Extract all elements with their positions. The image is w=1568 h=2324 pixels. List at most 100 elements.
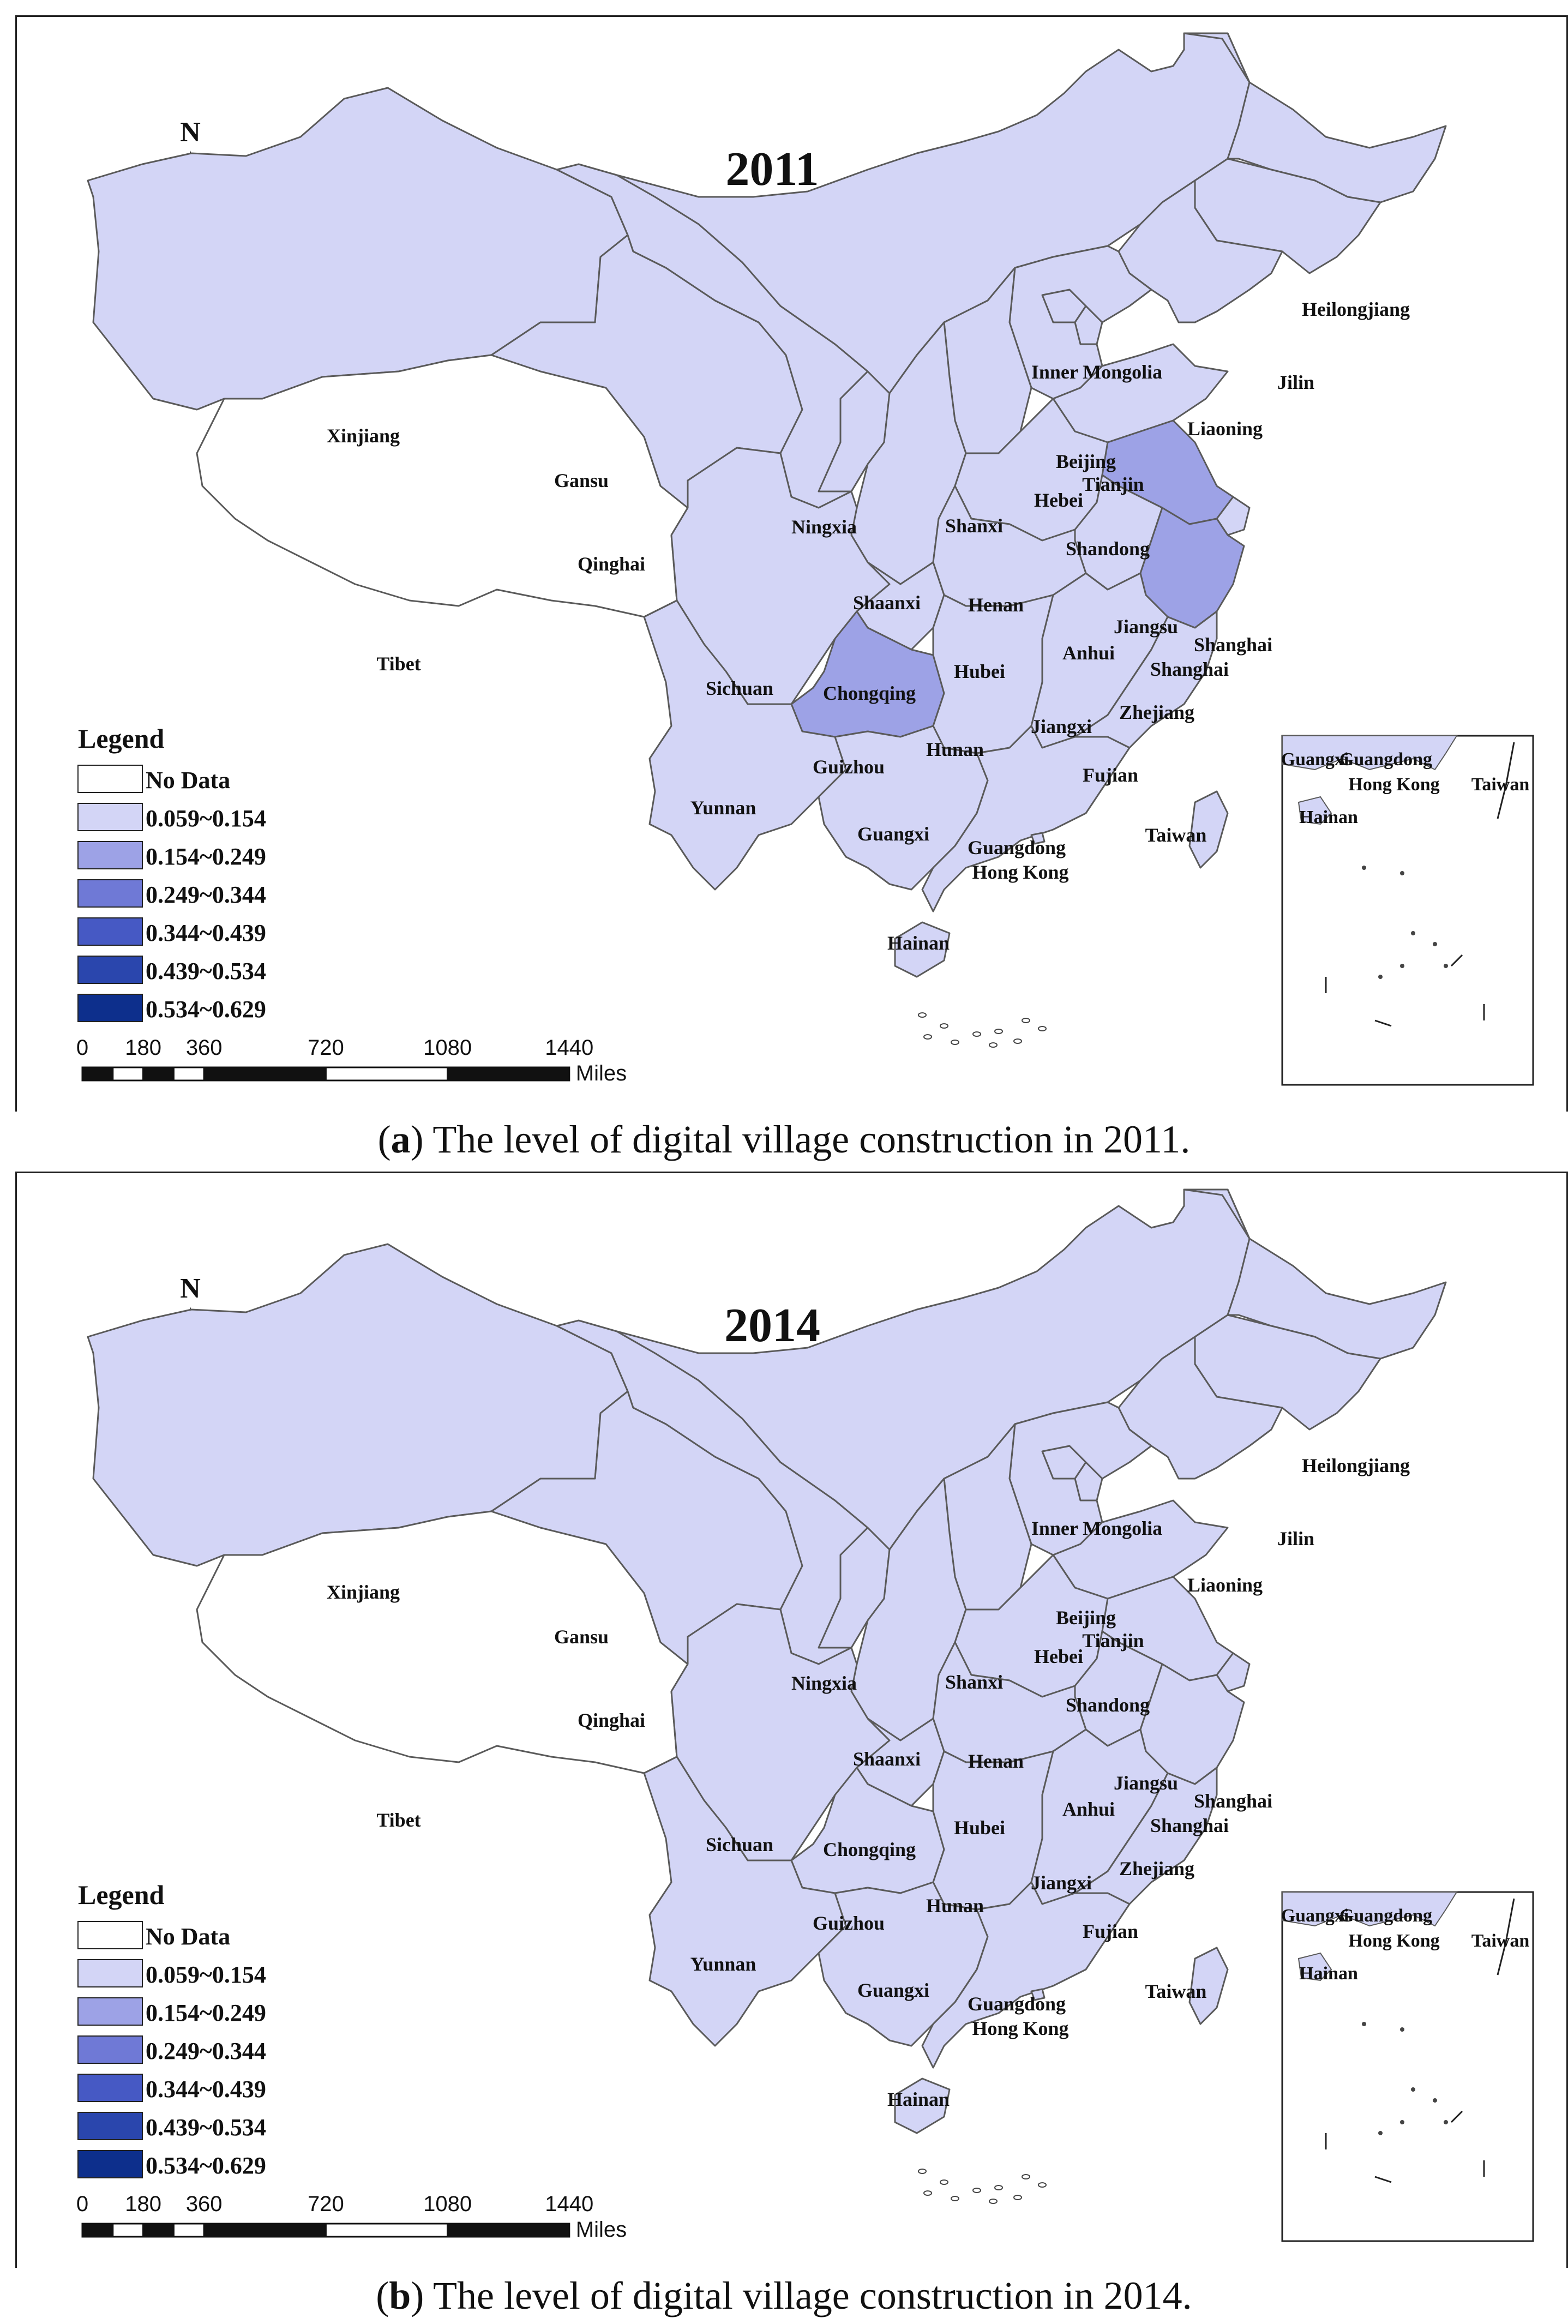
scale-segment xyxy=(203,2223,327,2238)
label-fujian: Fujian xyxy=(1083,764,1138,786)
label-xinjiang: Xinjiang xyxy=(327,1581,400,1603)
island-shape xyxy=(989,1042,998,1048)
scale-tick-label: 180 xyxy=(125,2192,161,2216)
scale-tick-label: 0 xyxy=(76,2192,88,2216)
inset-label-taiwan: Taiwan xyxy=(1471,774,1530,795)
map-panel-2011: 2011 N Xinjiang Tibet Qinghai Gansu Ningxia Inn… xyxy=(15,15,1568,1112)
scale-segment xyxy=(325,2223,449,2238)
island-shape xyxy=(1022,1018,1030,1023)
scale-tick-label: 720 xyxy=(308,2192,344,2216)
inset-label-guangxi: Guangxi xyxy=(1281,1906,1349,1926)
legend-label: 0.249~0.344 xyxy=(146,2038,266,2064)
label-jiangxi: Jiangxi xyxy=(1031,716,1092,737)
north-label: N xyxy=(180,117,201,148)
caption-letter: b xyxy=(389,2274,411,2317)
label-guangxi: Guangxi xyxy=(857,823,929,845)
label-yunnan: Yunnan xyxy=(690,797,756,819)
island-shape xyxy=(918,1012,927,1018)
scale-segment xyxy=(447,1066,570,1082)
label-shanghai: Shanghai xyxy=(1150,658,1229,680)
legend-label: 0.059~0.154 xyxy=(146,1961,266,1988)
inset-label-hainan: Hainan xyxy=(1299,807,1358,827)
legend-label: 0.249~0.344 xyxy=(146,881,266,908)
label-ningxia: Ningxia xyxy=(791,516,857,538)
label-chongqing: Chongqing xyxy=(823,682,916,704)
scale-segment xyxy=(172,1066,205,1082)
province-hebei xyxy=(1008,1401,1152,1556)
label-gansu: Gansu xyxy=(554,470,609,491)
label-inner-mongolia: Inner Mongolia xyxy=(1031,1517,1162,1539)
label-shanghai: Shanghai xyxy=(1150,1815,1229,1836)
inset-label-guangxi: Guangxi xyxy=(1281,749,1349,770)
label-hong-kong: Hong Kong xyxy=(972,2017,1068,2039)
legend-swatch xyxy=(77,2150,143,2178)
caption-a: (a) The level of digital village constru… xyxy=(377,1118,1191,1161)
scale-segment xyxy=(142,1066,175,1082)
label-jiangxi: Jiangxi xyxy=(1031,1872,1092,1894)
scale-segment xyxy=(203,1066,327,1082)
label-tibet: Tibet xyxy=(376,653,420,675)
province-fujian xyxy=(1074,610,1218,749)
inset-label-hong-kong: Hong Kong xyxy=(1348,774,1439,795)
island-shape xyxy=(940,1023,948,1029)
island-shape xyxy=(918,2169,927,2174)
province-labels: Xinjiang Tibet Qinghai Gansu Ningxia Inner Mo… xyxy=(327,298,1410,954)
legend-label: 0.534~0.629 xyxy=(146,2152,266,2179)
inset-label-hong-kong: Hong Kong xyxy=(1348,1931,1439,1951)
label-fujian: Fujian xyxy=(1083,1920,1138,1942)
scale-segment xyxy=(112,2223,145,2238)
province-heilongjiang xyxy=(1183,32,1447,203)
island-shape xyxy=(1013,2195,1022,2200)
scale-tick-label: 1440 xyxy=(545,1036,593,1060)
provinces xyxy=(87,1188,1447,2204)
label-sichuan: Sichuan xyxy=(706,1834,773,1855)
scale-segment xyxy=(325,1066,449,1082)
inset-label-hainan: Hainan xyxy=(1299,1963,1358,1984)
island-shape xyxy=(1038,2182,1047,2188)
choropleth-map: 2011 N Xinjiang Tibet Qinghai Gansu Ningxia Inn… xyxy=(76,32,1534,1086)
label-jiangsu: Jiangsu xyxy=(1114,616,1178,638)
province-guangdong xyxy=(921,1881,1131,2069)
label-shanxi: Shanxi xyxy=(945,1671,1003,1693)
legend-swatch xyxy=(77,803,143,831)
label-shanxi: Shanxi xyxy=(945,515,1003,537)
province-hainan xyxy=(894,2077,951,2134)
province-hong-kong xyxy=(1030,832,1046,845)
scale-tick-label: 360 xyxy=(186,1036,223,1060)
province-hong-kong xyxy=(1030,1988,1046,2001)
legend-swatch xyxy=(77,1921,143,1949)
provinces xyxy=(87,32,1447,1048)
legend-swatch xyxy=(77,956,143,984)
province-fujian xyxy=(1074,1767,1218,1905)
legend-label: 0.439~0.534 xyxy=(146,2114,266,2141)
island-shape xyxy=(923,2190,932,2196)
label-guizhou: Guizhou xyxy=(813,756,885,778)
legend-swatch xyxy=(77,2035,143,2064)
label-guangxi: Guangxi xyxy=(857,1979,929,2001)
legend-title: Legend xyxy=(78,1879,165,1910)
label-qinghai: Qinghai xyxy=(578,1709,645,1731)
scale-tick-label: 1440 xyxy=(545,2192,593,2216)
island-shape xyxy=(972,1031,981,1037)
label-chongqing: Chongqing xyxy=(823,1839,916,1860)
label-tianjin: Tianjin xyxy=(1082,1630,1144,1652)
scale-unit: Miles xyxy=(576,2218,627,2242)
label-tibet: Tibet xyxy=(376,1809,420,1831)
legend-label: 0.344~0.439 xyxy=(146,920,266,946)
island-shape xyxy=(989,2199,998,2204)
island-shape xyxy=(1038,1026,1047,1031)
scale-tick-label: 720 xyxy=(308,1036,344,1060)
label-anhui: Anhui xyxy=(1062,1798,1115,1820)
label-yunnan: Yunnan xyxy=(690,1953,756,1975)
scale-segment xyxy=(81,1066,114,1082)
map-title-year: 2011 xyxy=(725,143,819,196)
province-guangdong xyxy=(921,725,1131,912)
label-hainan: Hainan xyxy=(887,932,950,954)
province-hebei xyxy=(1008,245,1152,400)
legend-label: 0.534~0.629 xyxy=(146,996,266,1023)
scale-segment xyxy=(112,1066,145,1082)
island-shape xyxy=(972,2188,981,2193)
inset-label-taiwan: Taiwan xyxy=(1471,1931,1530,1951)
